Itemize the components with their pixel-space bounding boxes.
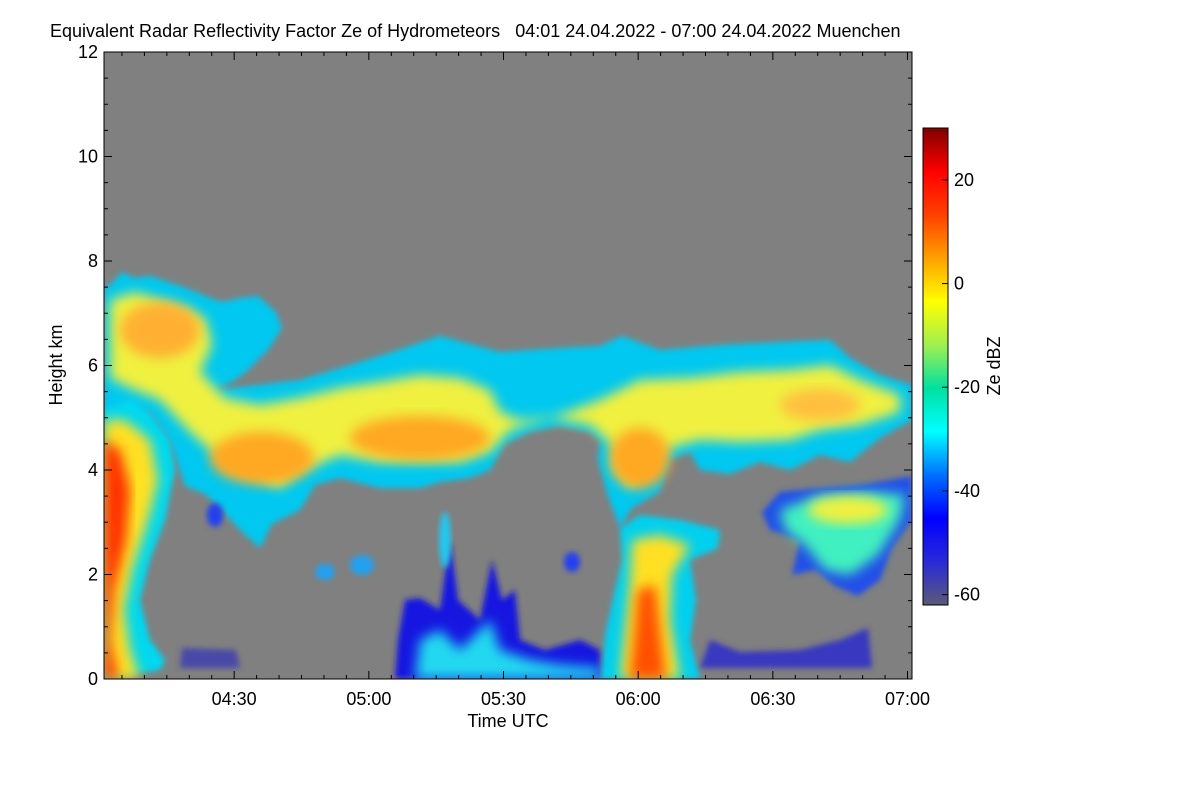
x-axis-ticks: 04:30 05:00 05:30 06:00 06:30 07:00: [121, 52, 930, 709]
y-axis-ticks: 0 2 4 6 8 10 12: [78, 42, 912, 689]
colorbar-label: Ze dBZ: [984, 336, 1004, 395]
ground-clutter: [180, 648, 240, 668]
y-tick-label: 2: [88, 565, 98, 585]
colorbar: [922, 127, 949, 606]
x-tick-label: 04:30: [212, 689, 257, 709]
y-tick-label: 0: [88, 669, 98, 689]
y-tick-label: 12: [78, 42, 98, 62]
x-tick-label: 06:30: [750, 689, 795, 709]
isolated-echo: [350, 555, 374, 575]
x-tick-label: 06:00: [616, 689, 661, 709]
y-tick-label: 4: [88, 460, 98, 480]
colorbar-tick-label: 0: [954, 274, 964, 294]
chart-title: Equivalent Radar Reflectivity Factor Ze …: [50, 21, 901, 42]
isolated-echo: [564, 552, 580, 572]
colorbar-tick-label: -40: [954, 481, 980, 501]
colorbar-tick-label: 20: [954, 170, 974, 190]
isolated-echo: [439, 512, 451, 568]
left-precip-shaft-red: [104, 440, 130, 679]
colorbar-tick-label: -60: [954, 585, 980, 605]
echo-core-yellow: [808, 496, 888, 524]
echo-core-orange: [780, 389, 860, 421]
upper-layer-envelope: [104, 272, 912, 548]
x-axis-label: Time UTC: [467, 711, 548, 731]
colorbar-ticks: -60 -40 -20 0 20: [942, 170, 980, 605]
y-axis-label: Height km: [46, 324, 66, 405]
title-location: Muenchen: [816, 21, 901, 41]
echo-core-orange: [610, 428, 670, 488]
y-tick-label: 10: [78, 147, 98, 167]
ground-clutter: [700, 628, 872, 668]
isolated-echo: [207, 503, 223, 527]
y-tick-label: 8: [88, 251, 98, 271]
title-time-range: 04:01 24.04.2022 - 07:00 24.04.2022: [515, 21, 812, 41]
x-tick-label: 05:00: [346, 689, 391, 709]
x-tick-label: 07:00: [885, 689, 930, 709]
y-tick-label: 6: [88, 356, 98, 376]
title-text: Equivalent Radar Reflectivity Factor Ze …: [50, 21, 501, 41]
echo-core-orange: [210, 432, 314, 484]
upper-layer-core: [110, 292, 900, 488]
isolated-echo: [315, 564, 335, 580]
center-precip-shaft-red: [630, 585, 666, 679]
plot-frame: [103, 51, 913, 680]
echo-core-orange: [120, 302, 200, 358]
radar-echoes: [104, 272, 912, 679]
x-tick-label: 05:30: [481, 689, 526, 709]
echo-core-orange: [350, 416, 490, 460]
ground-echo-core: [415, 620, 600, 679]
colorbar-tick-label: -20: [954, 377, 980, 397]
